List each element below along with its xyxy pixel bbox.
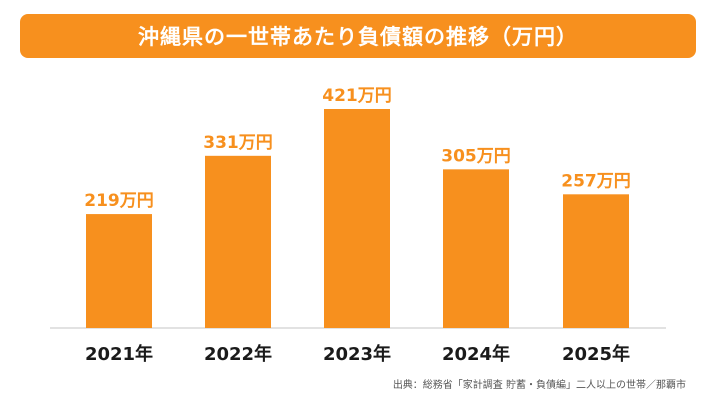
source-note: 出典：総務省「家計調査 貯蓄・負債編」二人以上の世帯／那覇市 bbox=[392, 380, 686, 391]
data-label-5: 257万円 bbox=[561, 171, 631, 191]
category-label-2: 2022年 bbox=[204, 343, 272, 365]
category-label-5: 2025年 bbox=[562, 343, 630, 365]
data-label-3: 421万円 bbox=[322, 86, 392, 106]
title-banner: 沖縄県の一世帯あたり負債額の推移（万円） bbox=[20, 14, 696, 58]
data-label-1: 219万円 bbox=[84, 191, 154, 211]
data-label-2: 331万円 bbox=[203, 133, 273, 153]
bar-3 bbox=[324, 109, 390, 328]
bar-1 bbox=[86, 214, 152, 328]
chart-title: 沖縄県の一世帯あたり負債額の推移（万円） bbox=[138, 25, 578, 49]
category-label-4: 2024年 bbox=[442, 343, 510, 365]
bar-2 bbox=[205, 155, 271, 328]
bar-4 bbox=[443, 169, 509, 328]
category-label-1: 2021年 bbox=[85, 343, 153, 365]
data-label-4: 305万円 bbox=[441, 146, 511, 166]
category-label-3: 2023年 bbox=[323, 343, 391, 365]
bar-5 bbox=[563, 194, 629, 328]
